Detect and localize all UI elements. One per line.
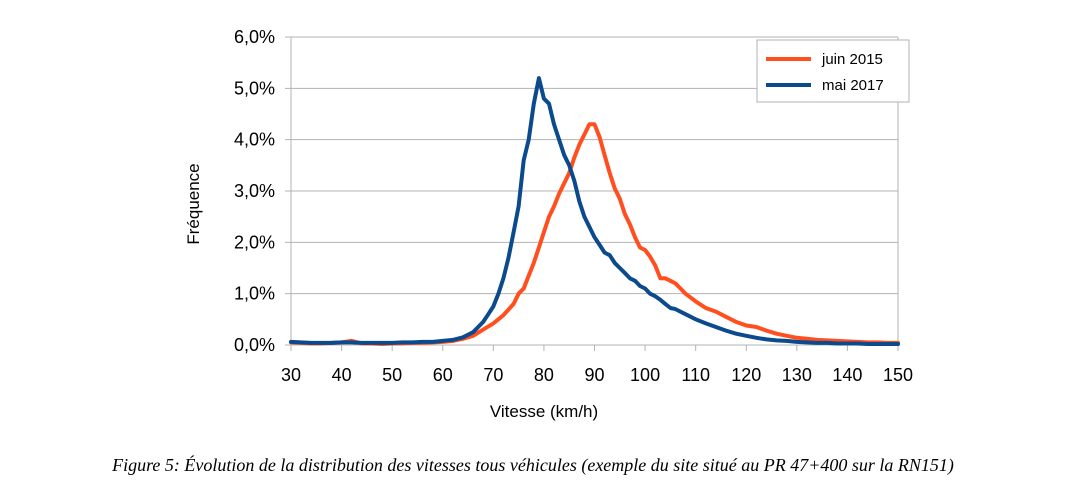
x-tick-label: 100	[630, 365, 660, 385]
legend-label-1: juin 2015	[821, 51, 883, 68]
x-tick-label: 30	[281, 365, 301, 385]
y-tick-label: 1,0%	[234, 284, 275, 304]
x-tick-label: 70	[483, 365, 503, 385]
x-tick-label: 120	[731, 365, 761, 385]
x-axis-title: Vitesse (km/h)	[490, 402, 598, 421]
x-tick-label: 60	[433, 365, 453, 385]
y-tick-label: 6,0%	[234, 27, 275, 47]
y-tick-label: 2,0%	[234, 232, 275, 252]
x-tick-label: 90	[584, 365, 604, 385]
x-tick-label: 40	[332, 365, 352, 385]
gridlines	[285, 36, 898, 346]
x-tick-label: 50	[382, 365, 402, 385]
legend: juin 2015 mai 2017	[756, 39, 910, 103]
y-axis-title: Fréquence	[184, 163, 203, 244]
y-tick-label: 5,0%	[234, 78, 275, 98]
figure-caption: Figure 5: Évolution de la distribution d…	[112, 455, 954, 475]
series-lines	[289, 76, 900, 346]
series-line-2	[289, 76, 900, 346]
y-tick-label: 4,0%	[234, 130, 275, 150]
x-tick-label: 130	[782, 365, 812, 385]
tick-labels: 0,0% 1,0% 2,0% 3,0% 4,0% 5,0% 6,0% 30 40 50 60 70 80…	[234, 27, 913, 385]
x-tick-label: 110	[681, 365, 710, 385]
speed-distribution-chart: 0,0% 1,0% 2,0% 3,0% 4,0% 5,0% 6,0% 30 40 50 60 70 80…	[184, 27, 913, 421]
legend-label-2: mai 2017	[822, 77, 884, 94]
legend-box	[756, 39, 910, 103]
x-tick-label: 140	[832, 365, 862, 385]
y-tick-label: 0,0%	[234, 335, 275, 355]
x-tick-label: 80	[534, 365, 554, 385]
x-tick-label: 150	[883, 365, 913, 385]
y-tick-label: 3,0%	[234, 181, 275, 201]
